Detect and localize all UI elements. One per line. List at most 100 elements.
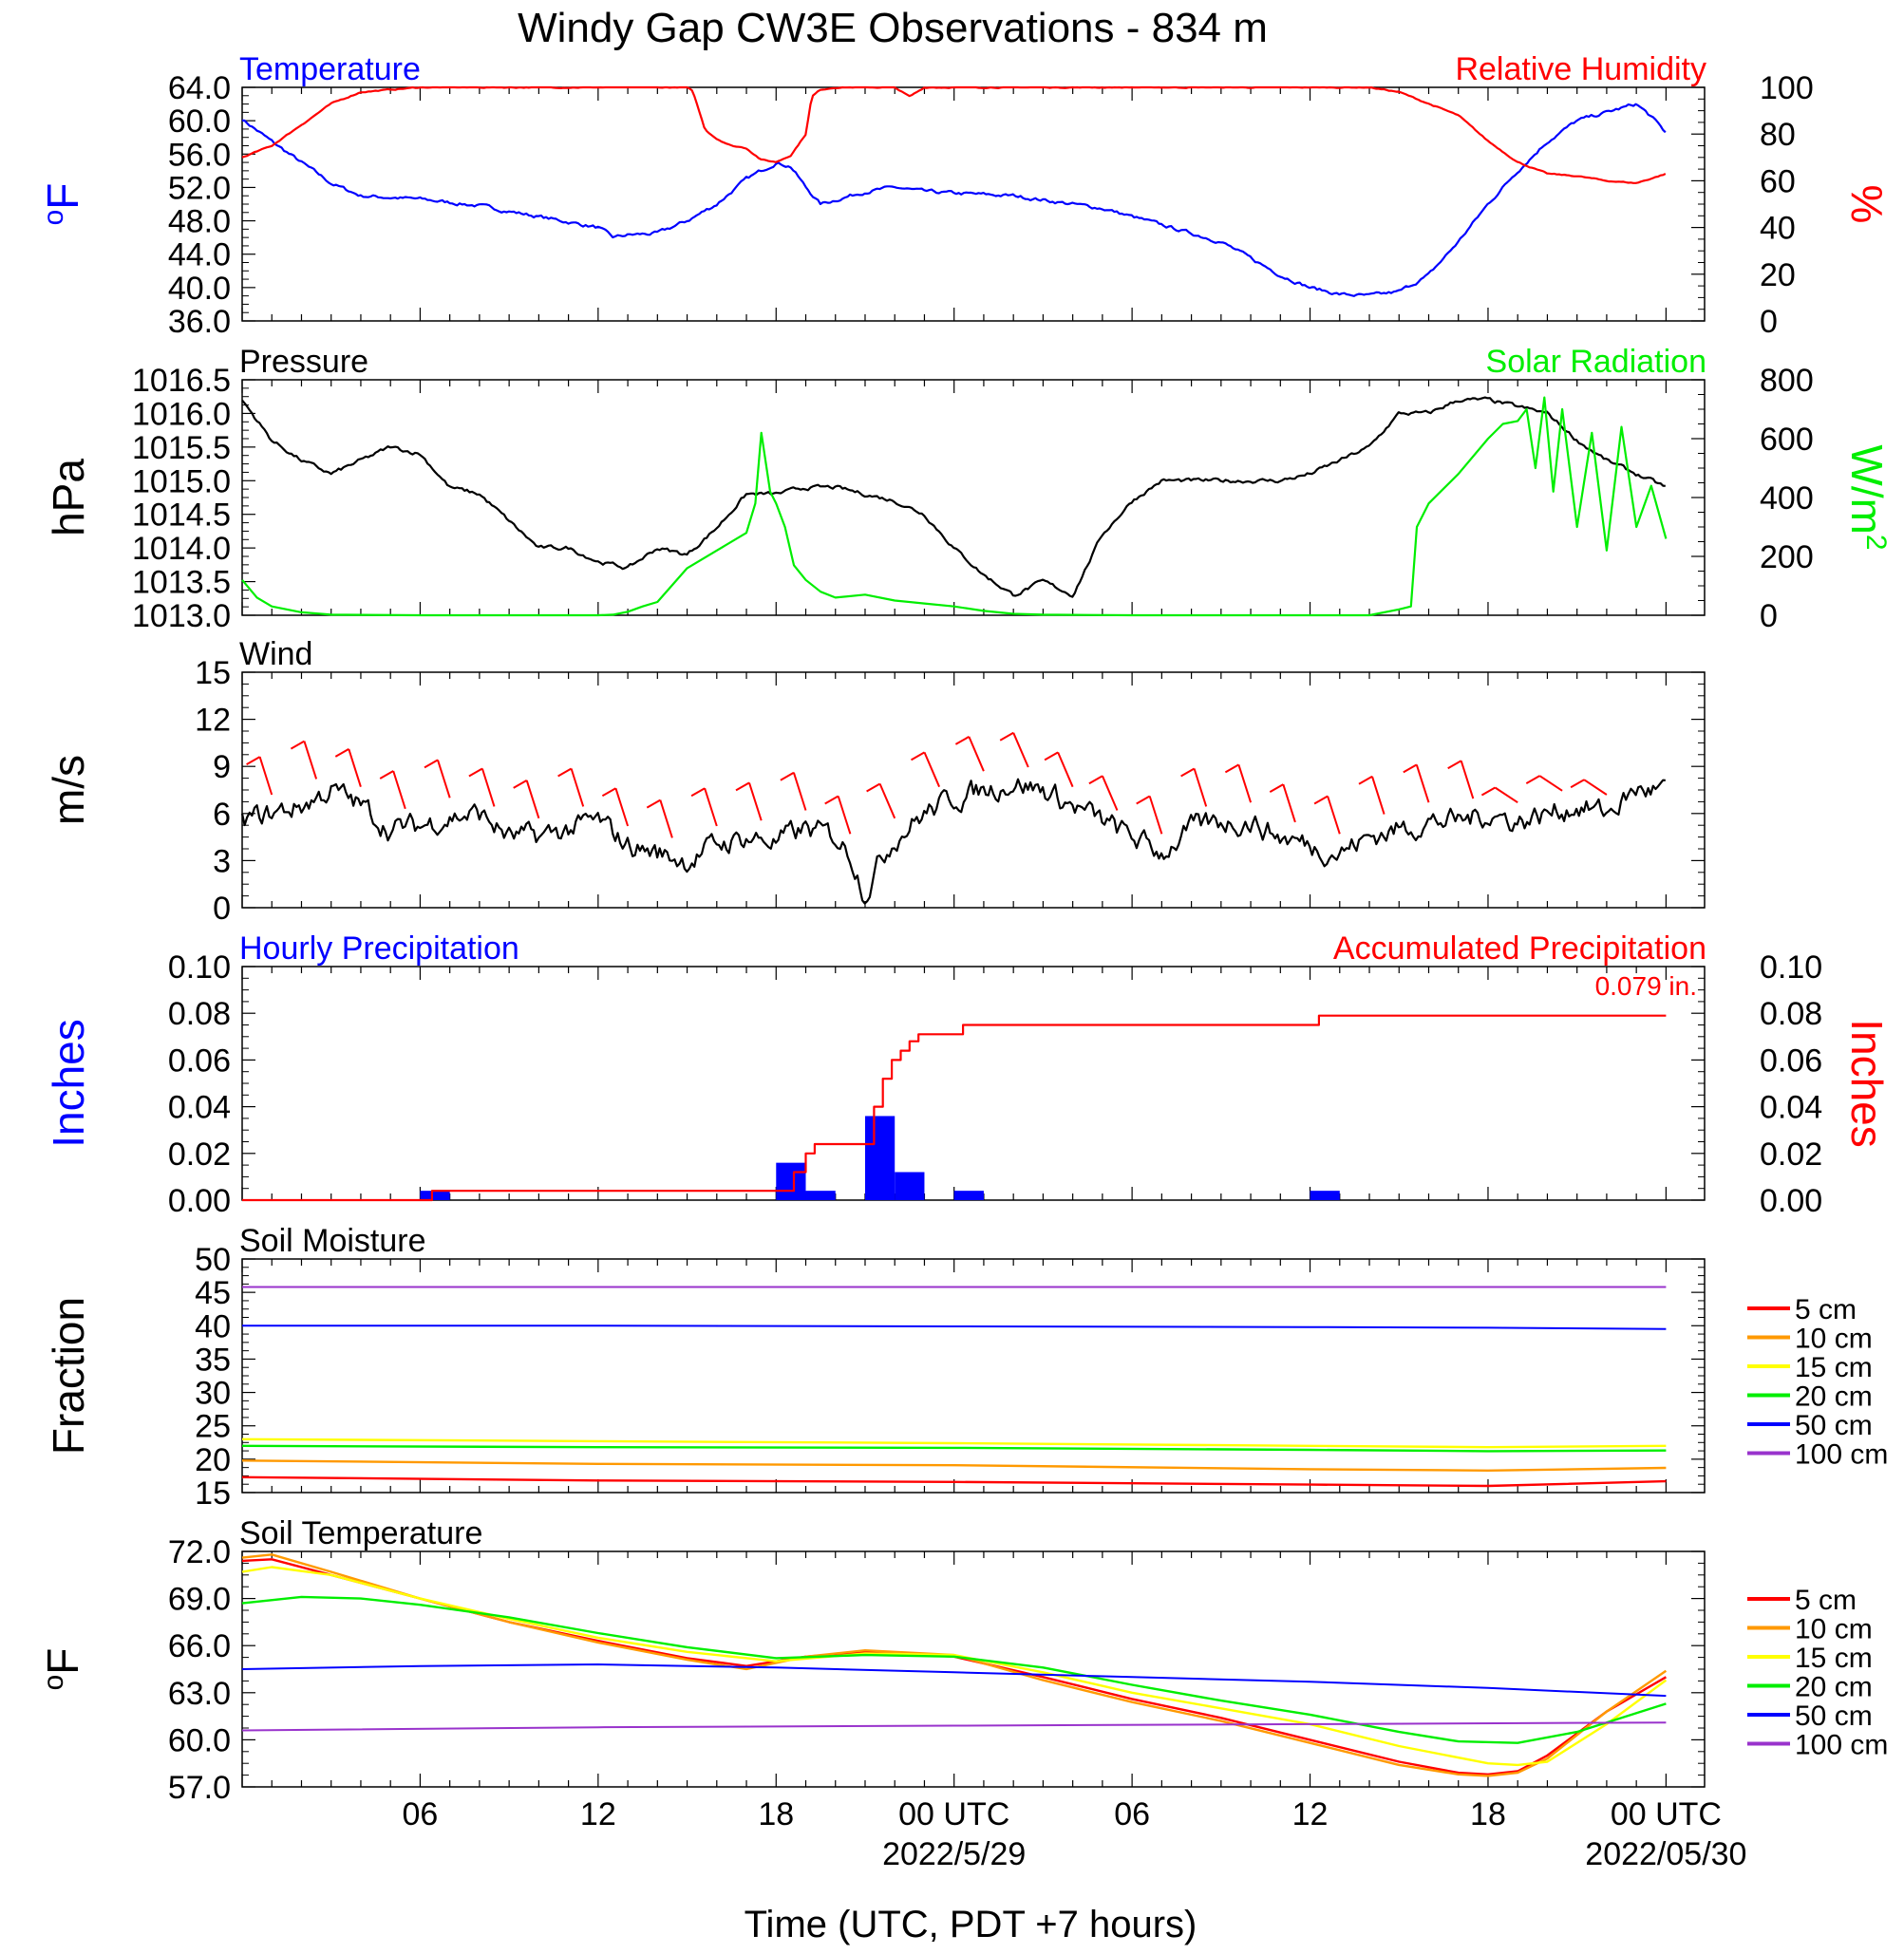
series-50-cm (241, 1663, 1667, 1698)
wind-barb (379, 770, 406, 810)
precip-bar (420, 1191, 450, 1200)
panel-title-left: Soil Moisture (239, 1223, 426, 1259)
y-tick-label: 57.0 (168, 1770, 231, 1806)
y-tick-label: 63.0 (168, 1676, 231, 1712)
series-pressure (241, 396, 1666, 598)
legend-label: 20 cm (1795, 1381, 1873, 1413)
wind-barb (513, 780, 540, 819)
series-relative-humidity (241, 85, 1667, 184)
y-tick-label: 0 (213, 891, 231, 927)
y-tick-label: 0.08 (168, 996, 231, 1032)
y-tick-label: 9 (213, 749, 231, 785)
y-tick-label: 3 (213, 843, 231, 879)
y-tick-label: 48.0 (168, 204, 231, 240)
wind-barb (690, 787, 718, 827)
y-tick-label: 1013.0 (132, 598, 231, 634)
panels: 36.040.044.048.052.056.060.064.002040608… (38, 51, 1893, 1806)
series-20-cm (241, 1444, 1667, 1453)
plot-frame (241, 379, 1706, 616)
wind-barb (780, 771, 807, 811)
y-tick-label: 69.0 (168, 1582, 231, 1618)
y-tick-label: 36.0 (168, 304, 231, 340)
series-temperature (241, 103, 1667, 297)
y-tick-label: 52.0 (168, 170, 231, 206)
precip-bar (953, 1191, 984, 1200)
wind-barb (824, 795, 852, 835)
x-tick-label: 12 (1292, 1796, 1329, 1832)
plot-frame (241, 1550, 1706, 1788)
x-tick-date-label: 2022/05/30 (1585, 1836, 1746, 1872)
y-tick-label: 1016.5 (132, 363, 231, 399)
panel-title-left: Soil Temperature (239, 1515, 482, 1551)
y-axis-title-left: Inches (44, 1019, 93, 1148)
y-tick-label: 1013.5 (132, 565, 231, 601)
series-5-cm (241, 1558, 1668, 1776)
precip-bar (895, 1172, 925, 1200)
wind-barb (999, 731, 1029, 768)
wind-barb (290, 740, 318, 780)
x-tick-label: 00 UTC (898, 1796, 1009, 1832)
legend-label: 10 cm (1795, 1614, 1873, 1645)
y-right-tick-label: 0.02 (1760, 1137, 1822, 1173)
y-right-tick-label: 400 (1760, 480, 1814, 517)
panel-title-left: Temperature (239, 51, 421, 87)
y-axis-title-left: m/s (44, 755, 93, 825)
y-tick-label: 1014.5 (132, 498, 231, 534)
y-tick-label: 50 (195, 1242, 231, 1278)
y-tick-label: 44.0 (168, 237, 231, 273)
y-tick-label: 72.0 (168, 1534, 231, 1570)
y-right-tick-label: 0.04 (1760, 1090, 1822, 1126)
x-axis-title: Time (UTC, PDT +7 hours) (745, 1904, 1197, 1945)
x-tick-label: 12 (580, 1796, 616, 1832)
y-tick-label: 0.04 (168, 1090, 231, 1126)
series-accumulated-precipitation (242, 1014, 1667, 1202)
y-right-tick-label: 0 (1760, 304, 1778, 340)
x-tick-label: 06 (403, 1796, 439, 1832)
x-tick-label: 06 (1114, 1796, 1150, 1832)
y-right-tick-label: 0.06 (1760, 1043, 1822, 1079)
x-tick-label: 18 (1470, 1796, 1506, 1832)
y-tick-label: 64.0 (168, 70, 231, 106)
panel-title-right: Solar Radiation (1486, 344, 1706, 380)
y-tick-label: 40.0 (168, 271, 231, 307)
wind-barb (1269, 783, 1296, 823)
wind-barb (1088, 775, 1119, 811)
plot-frame (241, 1258, 1706, 1494)
legend-label: 20 cm (1795, 1672, 1873, 1703)
accumulated-total-label: 0.079 in. (1595, 971, 1697, 1001)
y-tick-label: 0.06 (168, 1043, 231, 1079)
panel-title-left: Wind (239, 636, 312, 672)
precip-bar (805, 1191, 836, 1200)
y-axis-title-left: Fraction (44, 1297, 93, 1455)
wind-barb (334, 748, 362, 788)
wind-barb (601, 787, 630, 827)
y-tick-label: 35 (195, 1342, 231, 1378)
y-tick-label: 25 (195, 1409, 231, 1445)
panel-title-left: Pressure (239, 344, 368, 380)
wind-barb (1570, 779, 1608, 796)
panel-title-right: Relative Humidity (1455, 51, 1706, 87)
y-tick-label: 1014.0 (132, 531, 231, 567)
y-right-tick-label: 600 (1760, 422, 1814, 458)
wind-barb (1480, 786, 1518, 804)
y-tick-label: 45 (195, 1275, 231, 1311)
series-15-cm (241, 1566, 1668, 1767)
y-tick-label: 56.0 (168, 137, 231, 173)
wind-barb (1224, 763, 1253, 803)
y-tick-label: 66.0 (168, 1628, 231, 1664)
series-10-cm (241, 1459, 1667, 1472)
y-tick-label: 6 (213, 797, 231, 833)
wind-barb (1136, 795, 1163, 835)
wind-barb (246, 756, 273, 796)
series-20-cm (241, 1595, 1667, 1744)
series-solar-radiation (241, 396, 1668, 617)
y-right-tick-label: 100 (1760, 70, 1814, 106)
y-tick-label: 20 (195, 1442, 231, 1478)
wind-barb (1447, 760, 1475, 799)
legend-label: 5 cm (1795, 1294, 1857, 1325)
